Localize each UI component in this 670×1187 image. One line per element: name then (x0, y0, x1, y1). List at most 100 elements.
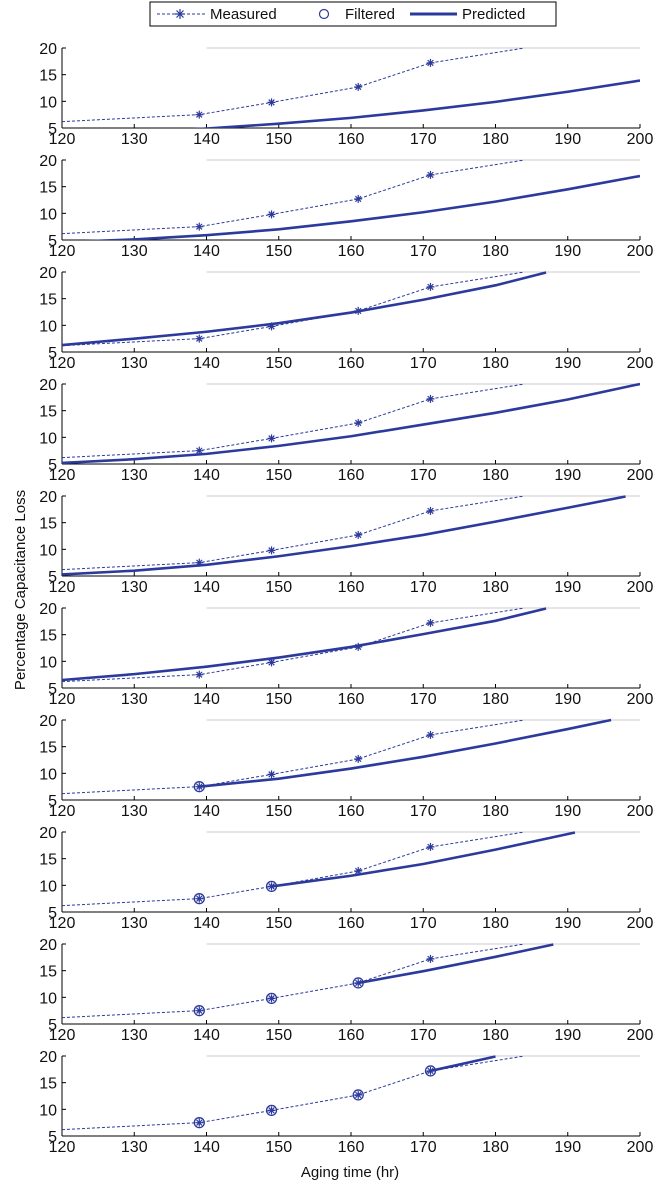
measured-point (195, 894, 204, 903)
measured-line (62, 47, 525, 123)
x-tick-label: 130 (121, 355, 148, 372)
x-tick-label: 190 (554, 1139, 581, 1156)
y-tick-label: 10 (39, 94, 57, 111)
measured-line (62, 159, 525, 235)
x-tick-label: 140 (193, 467, 220, 484)
y-tick-label: 20 (39, 937, 57, 954)
y-tick-label: 15 (39, 516, 57, 533)
x-tick-label: 120 (49, 915, 76, 932)
y-tick-label: 15 (39, 964, 57, 981)
x-tick-label: 170 (410, 467, 437, 484)
measured-point (426, 506, 435, 515)
plot-area (62, 831, 576, 907)
y-tick-label: 20 (39, 153, 57, 170)
y-tick-label: 15 (39, 852, 57, 869)
filtered-point (265, 880, 278, 893)
panels: 5 10 15 20 120 130 140 150 160 170 180 190 200 5 10 15 2… (39, 41, 653, 1156)
x-tick-label: 150 (265, 131, 292, 148)
y-tick-label: 5 (48, 681, 57, 698)
measured-point (195, 558, 204, 567)
y-tick-label: 5 (48, 793, 57, 810)
x-tick-label: 140 (193, 803, 220, 820)
y-tick-label: 20 (39, 377, 57, 394)
x-axis-label: Aging time (hr) (301, 1164, 399, 1181)
predicted-line (62, 607, 547, 682)
plot-area (62, 271, 547, 347)
x-tick-label: 140 (193, 1139, 220, 1156)
legend-filtered-marker (318, 8, 330, 20)
panel-2: 5 10 15 20 120 130 140 150 160 170 180 190 200 (39, 153, 653, 260)
x-tick-label: 160 (338, 691, 365, 708)
measured-point (267, 1106, 276, 1115)
measured-point (354, 418, 363, 427)
measured-line (62, 495, 525, 571)
predicted-line (84, 174, 640, 240)
x-tick-label: 170 (410, 243, 437, 260)
measured-point (195, 1118, 204, 1127)
measured-point (354, 1090, 363, 1099)
measured-line (62, 271, 525, 347)
x-tick-label: 200 (627, 691, 654, 708)
y-tick-label: 10 (39, 206, 57, 223)
panel-1: 5 10 15 20 120 130 140 150 160 170 180 190 200 (39, 41, 653, 148)
x-tick-label: 150 (265, 355, 292, 372)
x-tick-label: 150 (265, 243, 292, 260)
x-tick-label: 130 (121, 579, 148, 596)
measured-line (62, 383, 525, 459)
x-tick-label: 180 (482, 1027, 509, 1044)
x-tick-label: 180 (482, 915, 509, 932)
x-tick-label: 160 (338, 1139, 365, 1156)
x-tick-label: 130 (121, 691, 148, 708)
y-tick-label: 5 (48, 569, 57, 586)
x-tick-label: 150 (265, 691, 292, 708)
y-tick-label: 5 (48, 233, 57, 250)
measured-point (267, 210, 276, 219)
x-tick-label: 120 (49, 803, 76, 820)
measured-point (267, 98, 276, 107)
measured-point (195, 222, 204, 231)
x-tick-label: 150 (265, 467, 292, 484)
measured-line (62, 607, 525, 683)
filtered-point (352, 1089, 364, 1101)
measured-point (195, 670, 204, 679)
x-tick-label: 150 (265, 803, 292, 820)
measured-line (62, 943, 525, 1019)
x-tick-label: 180 (482, 803, 509, 820)
measured-point (267, 434, 276, 443)
x-tick-label: 190 (554, 243, 581, 260)
x-tick-label: 190 (554, 355, 581, 372)
x-tick-label: 150 (265, 1027, 292, 1044)
measured-point (195, 782, 204, 791)
x-tick-label: 180 (482, 243, 509, 260)
predicted-line (62, 271, 547, 347)
x-tick-label: 170 (410, 1139, 437, 1156)
x-tick-label: 130 (121, 243, 148, 260)
x-tick-label: 120 (49, 579, 76, 596)
x-tick-label: 160 (338, 355, 365, 372)
measured-point (267, 658, 276, 667)
x-tick-label: 190 (554, 1027, 581, 1044)
measured-point (426, 730, 435, 739)
x-tick-label: 170 (410, 579, 437, 596)
measured-point (354, 866, 363, 875)
measured-point (195, 110, 204, 119)
legend-box (149, 1, 557, 27)
predicted-line (271, 831, 576, 888)
x-tick-label: 160 (338, 467, 365, 484)
y-tick-label: 10 (39, 766, 57, 783)
x-tick-label: 140 (193, 243, 220, 260)
x-tick-label: 190 (554, 803, 581, 820)
plot-area (62, 718, 612, 795)
x-tick-label: 120 (49, 355, 76, 372)
x-tick-label: 200 (627, 579, 654, 596)
x-tick-label: 170 (410, 131, 437, 148)
filtered-point (193, 1117, 205, 1129)
x-tick-label: 200 (627, 1027, 654, 1044)
y-tick-label: 5 (48, 905, 57, 922)
y-tick-label: 5 (48, 457, 57, 474)
y-tick-label: 10 (39, 654, 57, 671)
predicted-line (357, 943, 554, 985)
panel-7: 5 10 15 20 120 130 140 150 160 170 180 190 200 (39, 713, 653, 820)
x-tick-label: 180 (482, 579, 509, 596)
measured-point (267, 770, 276, 779)
